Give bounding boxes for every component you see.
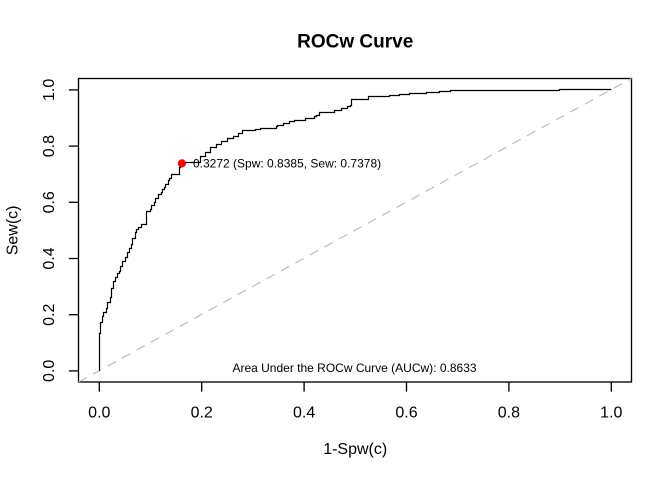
svg-text:Sew(c): Sew(c): [5, 206, 22, 256]
svg-text:0.6: 0.6: [41, 191, 58, 213]
svg-text:1.0: 1.0: [600, 405, 622, 422]
svg-text:0.6: 0.6: [395, 405, 417, 422]
svg-text:0.0: 0.0: [41, 360, 58, 382]
svg-text:Area Under the ROCw Curve (AUC: Area Under the ROCw Curve (AUCw): 0.8633: [232, 361, 476, 375]
svg-text:0.4: 0.4: [41, 247, 58, 269]
svg-text:0.3272 (Spw: 0.8385, Sew: 0.73: 0.3272 (Spw: 0.8385, Sew: 0.7378): [193, 156, 381, 170]
svg-text:ROCw Curve: ROCw Curve: [297, 32, 413, 53]
svg-text:0.0: 0.0: [88, 405, 110, 422]
svg-text:0.4: 0.4: [293, 405, 315, 422]
svg-text:0.8: 0.8: [41, 135, 58, 157]
svg-text:0.2: 0.2: [41, 303, 58, 325]
svg-text:1.0: 1.0: [41, 79, 58, 101]
svg-text:1-Spw(c): 1-Spw(c): [323, 441, 387, 458]
svg-text:0.8: 0.8: [498, 405, 520, 422]
svg-text:0.2: 0.2: [191, 405, 213, 422]
